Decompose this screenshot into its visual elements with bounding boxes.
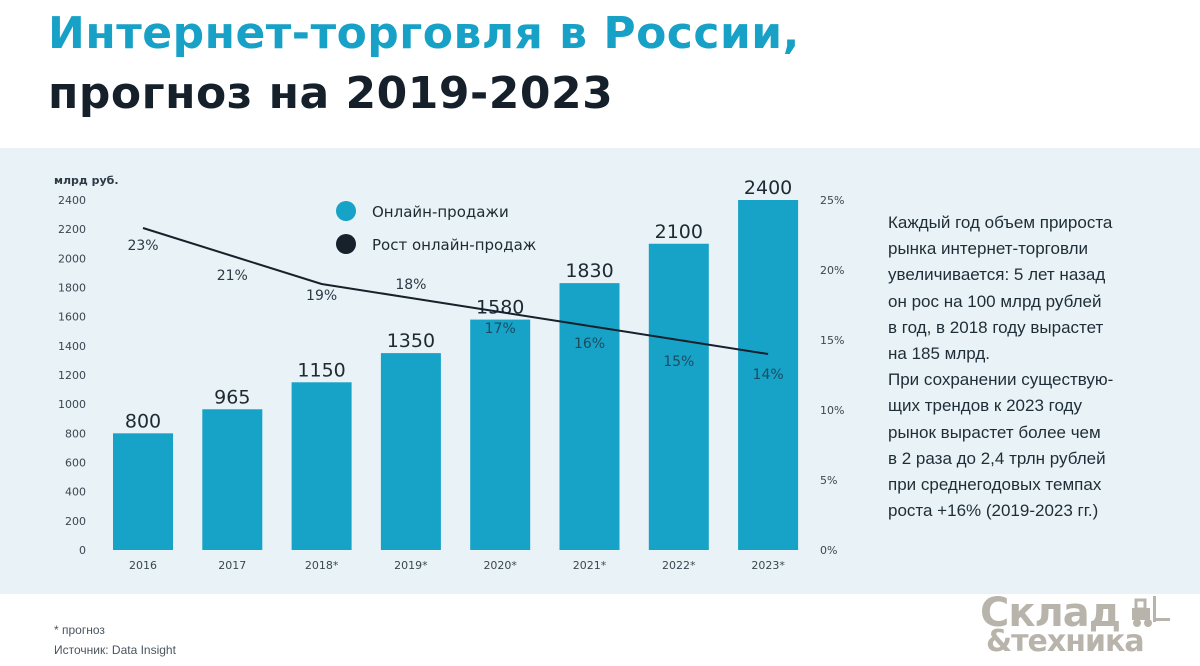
bar [648,243,709,550]
page-title-line-2: прогноз на 2019-2023 [48,68,614,119]
bar-value-label: 2400 [744,177,792,199]
x-tick-label: 2016 [129,559,157,572]
y-tick-label: 400 [65,486,86,499]
y-tick-label: 0 [79,544,86,557]
bar-value-label: 1830 [565,260,613,282]
y2-tick-label: 10% [820,404,844,417]
line-point-label: 14% [753,367,784,383]
footer: * прогноз Источник: Data Insight [54,620,176,660]
y2-tick-label: 5% [820,474,837,487]
y-tick-label: 2200 [58,223,86,236]
y2-tick-label: 0% [820,544,837,557]
y2-tick-label: 20% [820,264,844,277]
line-point-label: 17% [485,321,516,337]
series-line [142,227,769,355]
y-tick-label: 2400 [58,194,86,207]
bar [380,353,441,550]
bar [470,319,531,550]
line-point-label: 15% [663,354,694,370]
y-tick-label: 1800 [58,282,86,295]
y-tick-label: 1000 [58,398,86,411]
line-point-label: 16% [574,336,605,352]
y2-tick-label: 15% [820,334,844,347]
bar-value-label: 1150 [297,359,345,381]
bar [738,200,799,550]
x-tick-label: 2020* [483,559,517,572]
chart: млрд руб. 0 200 400 600 800 1000 1200 1400 1600 18… [54,174,844,572]
y2-tick-label: 25% [820,194,844,207]
x-tick-label: 2019* [394,559,428,572]
legend-bar-label: Онлайн-продажи [372,203,509,221]
logo-line-2: &техника [986,624,1145,659]
logo-line-1: Склад [980,590,1121,636]
line-point-label: 18% [395,277,426,293]
y-tick-label: 2000 [58,252,86,265]
x-tick-label: 2022* [662,559,696,572]
x-tick-label: 2023* [751,559,785,572]
forecast-note: * прогноз [54,623,105,637]
y-tick-label: 1200 [58,369,86,382]
line-point-label: 19% [306,288,337,304]
legend-line-swatch [336,234,356,254]
x-tick-label: 2021* [573,559,607,572]
bar-value-label: 2100 [655,221,703,243]
brand-logo: Склад &техника [980,590,1185,662]
x-tick-label: 2017 [218,559,246,572]
chart-panel: млрд руб. 0 200 400 600 800 1000 1200 1400 1600 18… [0,148,1200,594]
line-point-label: 21% [217,268,248,284]
y-tick-label: 600 [65,457,86,470]
bar-value-label: 800 [125,410,161,432]
bar [291,382,352,550]
y-tick-label: 1400 [58,340,86,353]
description-text: Каждый год объем прироста рынка интернет… [888,213,1114,521]
y-axis-label: млрд руб. [54,174,119,187]
legend-line-label: Рост онлайн-продаж [372,236,536,254]
x-tick-label: 2018* [305,559,339,572]
line-point-label: 23% [127,238,158,254]
bar-value-label: 965 [214,386,250,408]
legend-bar-swatch [336,201,356,221]
y-tick-label: 200 [65,515,86,528]
bar [202,409,263,550]
y-tick-label: 1600 [58,311,86,324]
source-note: Источник: Data Insight [54,643,176,657]
page-title-line-1: Интернет-торговля в России, [48,8,800,59]
forklift-icon [1132,596,1170,627]
y-tick-label: 800 [65,427,86,440]
bar [113,433,173,550]
bar-value-label: 1350 [387,330,435,352]
bar [559,283,620,550]
